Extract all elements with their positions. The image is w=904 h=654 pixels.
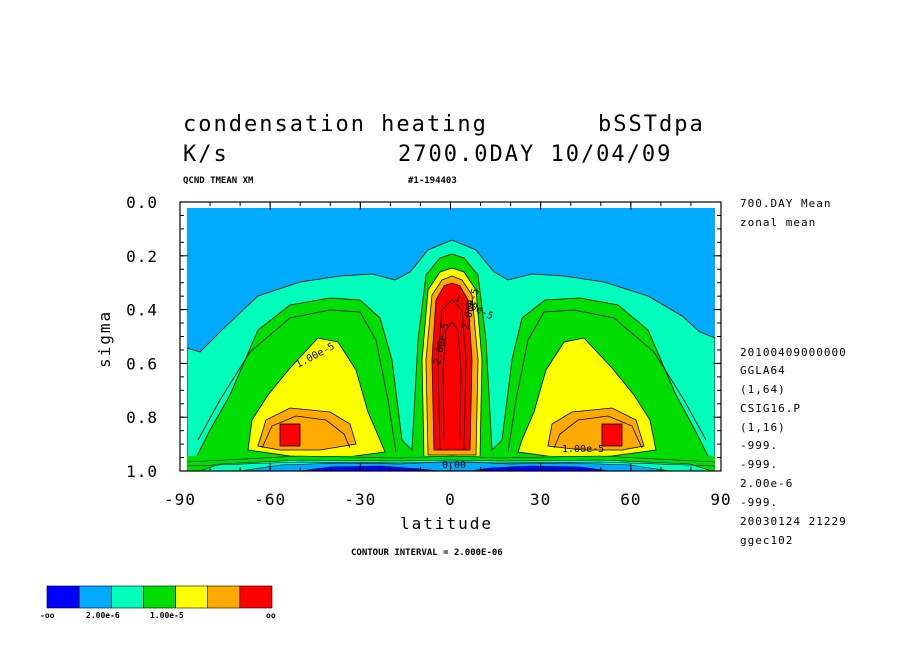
side-info-line: CSIG16.P [740,402,801,415]
axis-ticks [179,201,722,472]
colorbar-labels: -oo 2.00e-6 1.00e-5 oo [40,611,276,620]
side-info-line: ggec102 [740,534,793,547]
chart-title-line2-right: 2700.0DAY 10/04/09 [398,142,672,167]
side-info-line: -999. [740,496,778,509]
chart-subtitle-right: #1-194403 [408,176,457,186]
level-fill-red-north [601,423,623,447]
chart-title-line2-left: K/s [183,142,229,167]
y-tick-label: 0.2 [126,247,158,266]
x-tick-label: -60 [254,490,286,509]
colorbar-swatch [175,585,209,609]
colorbar-swatch [110,585,144,609]
contour-label: 1.00e-5 [562,444,604,455]
colorbar-swatch [239,585,273,609]
colorbar-swatch [143,585,176,609]
colorbar-swatch [207,585,241,609]
level-fill-red-south [279,423,301,447]
surface-lines [187,455,715,467]
contour-label: 0.00 [442,460,466,471]
y-axis-label: sigma [95,310,114,368]
surface-band-blue [299,465,611,471]
side-info-line: GGLA64 [740,364,786,377]
side-info-line: -999. [740,458,778,471]
contour-field [187,208,715,471]
x-axis-label: latitude [400,514,493,533]
y-tick-label: 0.6 [126,354,158,373]
chart-subtitle-left: QCND TMEAN XM [183,176,254,186]
chart-title-line1-left: condensation heating [183,112,488,137]
y-tick-label: 1.0 [126,462,158,481]
side-info-line: zonal mean [740,216,816,229]
side-info-line: 20100409000000 [740,346,847,359]
colorbar-label: 2.00e-6 [86,611,120,620]
x-tick-label: 30 [530,490,551,509]
x-tick-label: -30 [344,490,376,509]
x-tick-label: 90 [710,490,731,509]
side-info-line: 700.DAY Mean [740,197,831,210]
y-tick-labels: 0.0 0.2 0.4 0.6 0.8 1.0 [126,193,158,481]
side-info-line: -999. [740,439,778,452]
x-tick-label: 0 [445,490,456,509]
side-info-line: (1,64) [740,383,786,396]
side-info-line: 20030124 21229 [740,515,847,528]
level-fill-red-equator [431,282,473,451]
chart-title-line1-right: bSSTdpa [598,112,705,137]
y-tick-label: 0.4 [126,301,158,320]
y-tick-label: 0.8 [126,408,158,427]
colorbar-label: oo [266,611,276,620]
colorbar-swatch [78,585,112,609]
contour-lines [197,299,707,453]
y-tick-label: 0.0 [126,193,158,212]
colorbar-swatch [46,585,80,609]
side-info-line: (1,16) [740,421,786,434]
colorbar [46,585,273,609]
x-tick-label: 60 [620,490,641,509]
contour-interval-text: CONTOUR INTERVAL = 2.000E-06 [351,548,503,558]
side-info-line: 2.00e-6 [740,477,793,490]
side-info: 700.DAY Mean zonal mean 20100409000000 G… [740,197,847,547]
x-tick-labels: -90 -60 -30 0 30 60 90 [164,490,731,509]
colorbar-label: 1.00e-5 [150,611,184,620]
x-tick-label: -90 [164,490,196,509]
colorbar-label: -oo [40,611,55,620]
